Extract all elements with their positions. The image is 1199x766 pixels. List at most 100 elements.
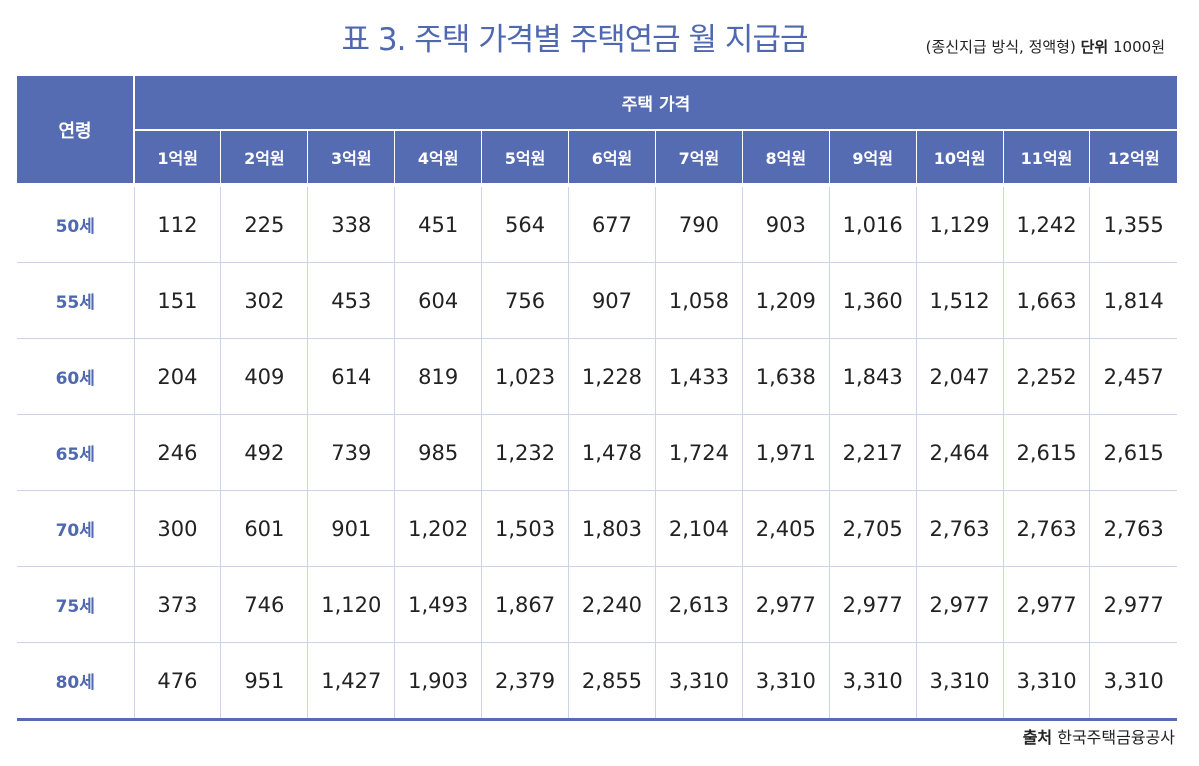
payment-cell: 1,058 [654,262,743,339]
price-column-header: 4억원 [394,130,482,183]
payment-cell: 3,310 [828,642,917,721]
payment-cell: 2,104 [654,490,743,567]
payment-cell: 1,493 [394,566,482,643]
table-row: 75세 373 746 1,120 1,493 1,867 2,240 2,613 2,977 2… [17,566,1177,643]
price-column-header: 6억원 [568,130,656,183]
payment-cell: 903 [741,187,830,263]
payment-cell: 453 [307,262,395,339]
table-row: 70세 300 601 901 1,202 1,503 1,803 2,104 2,405 2,7… [17,490,1177,567]
payment-cell: 1,242 [1002,187,1090,263]
source-label: 출처 [1022,728,1053,747]
payment-cell: 1,803 [568,490,656,567]
payment-cell: 1,209 [741,262,830,339]
payment-cell: 1,663 [1002,262,1090,339]
payment-cell: 2,705 [828,490,917,567]
payment-cell: 1,724 [654,414,743,491]
payment-cell: 2,763 [915,490,1004,567]
payment-cell: 2,763 [1089,490,1177,567]
payment-cell: 2,217 [828,414,917,491]
payment-cell: 614 [307,338,395,415]
payment-cell: 2,457 [1089,338,1177,415]
payment-cell: 985 [394,414,482,491]
price-column-header: 10억원 [915,130,1004,183]
payment-cell: 746 [220,566,308,643]
unit-note: (종신지급 방식, 정액형) 단위 1000원 [926,36,1165,57]
table-row: 50세 112 225 338 451 564 677 790 903 1,016 1,129 1,2… [17,187,1177,263]
price-column-header: 12억원 [1089,130,1177,183]
payment-cell: 451 [394,187,482,263]
payment-cell: 1,433 [654,338,743,415]
table-row: 60세 204 409 614 819 1,023 1,228 1,433 1,638 1,843… [17,338,1177,415]
source-note: 출처 한국주택금융공사 [1023,724,1175,748]
payment-cell: 1,867 [481,566,569,643]
spacer-cell [17,183,1177,187]
payment-cell: 1,202 [394,490,482,567]
payment-method-note: (종신지급 방식, 정액형) [925,38,1076,56]
payment-cell: 1,971 [741,414,830,491]
table-row: 80세 476 951 1,427 1,903 2,379 2,855 3,310 3,310 3… [17,642,1177,721]
age-cell: 70세 [17,490,135,567]
payment-cell: 819 [394,338,482,415]
price-column-header: 1억원 [134,130,221,183]
payment-cell: 739 [307,414,395,491]
payment-cell: 3,310 [915,642,1004,721]
payment-cell: 2,977 [915,566,1004,643]
payment-cell: 951 [220,642,308,721]
page-title: 표 3. 주택 가격별 주택연금 월 지급금 [341,22,809,58]
payment-cell: 1,228 [568,338,656,415]
payment-cell: 302 [220,262,308,339]
age-cell: 65세 [17,414,135,491]
age-cell: 60세 [17,338,135,415]
payment-cell: 2,405 [741,490,830,567]
payment-cell: 476 [133,642,221,721]
payment-cell: 373 [133,566,221,643]
age-cell: 75세 [17,566,135,643]
age-cell: 80세 [17,642,135,721]
payment-cell: 3,310 [654,642,743,721]
payment-cell: 492 [220,414,308,491]
payment-cell: 1,016 [828,187,917,263]
payment-cell: 3,310 [1089,642,1177,721]
price-column-header: 3억원 [307,130,395,183]
payment-cell: 2,855 [568,642,656,721]
payment-cell: 3,310 [741,642,830,721]
payment-cell: 3,310 [1002,642,1090,721]
payment-cell: 1,120 [307,566,395,643]
table-row: 65세 246 492 739 985 1,232 1,478 1,724 1,971 2,217… [17,414,1177,491]
unit-label: 단위 [1080,38,1109,56]
payment-cell: 2,615 [1089,414,1177,491]
payment-cell: 2,977 [1002,566,1090,643]
payment-cell: 204 [133,338,221,415]
age-column-header: 연령 [17,76,135,183]
payment-cell: 1,512 [915,262,1004,339]
unit-value: 1000원 [1113,38,1165,56]
payment-cell: 756 [481,262,569,339]
payment-cell: 1,023 [481,338,569,415]
pension-table: 연령 주택 가격 1억원 2억원 3억원 4억원 5억원 6억원 7억원 8억원 9억원 10억원… [17,76,1177,721]
payment-cell: 246 [133,414,221,491]
payment-cell: 2,047 [915,338,1004,415]
price-column-header: 7억원 [654,130,743,183]
table-body: 50세 112 225 338 451 564 677 790 903 1,016 1,129 1,2… [17,183,1177,721]
payment-cell: 907 [568,262,656,339]
payment-cell: 2,240 [568,566,656,643]
price-group-header: 주택 가격 [134,76,1177,131]
header-row-group: 연령 주택 가격 [17,76,1177,183]
payment-cell: 1,814 [1089,262,1177,339]
payment-cell: 1,843 [828,338,917,415]
payment-cell: 112 [133,187,221,263]
table-header: 연령 주택 가격 1억원 2억원 3억원 4억원 5억원 6억원 7억원 8억원 9억원 10억원… [17,76,1177,183]
payment-cell: 2,977 [741,566,830,643]
payment-cell: 1,129 [915,187,1004,263]
payment-cell: 1,232 [481,414,569,491]
source-value: 한국주택금융공사 [1057,728,1175,747]
age-cell: 50세 [17,187,135,263]
payment-cell: 2,977 [1089,566,1177,643]
payment-cell: 901 [307,490,395,567]
payment-cell: 2,977 [828,566,917,643]
price-column-header: 5억원 [481,130,569,183]
payment-cell: 2,464 [915,414,1004,491]
price-column-header: 8억원 [741,130,830,183]
payment-cell: 677 [568,187,656,263]
payment-cell: 2,252 [1002,338,1090,415]
